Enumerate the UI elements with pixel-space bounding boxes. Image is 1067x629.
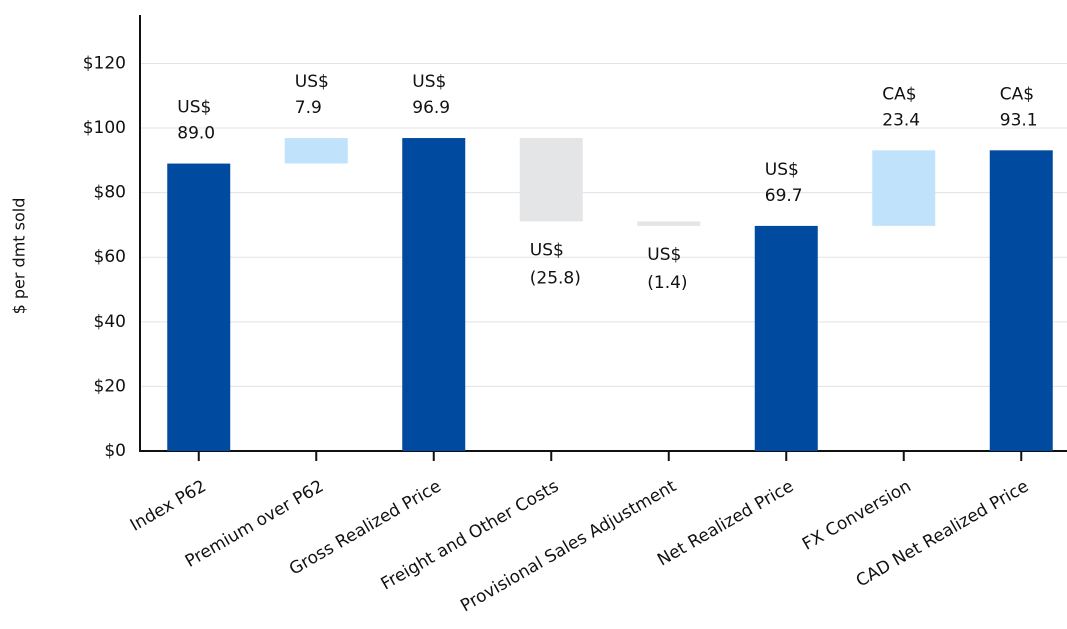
value-label: US$ 96.9: [412, 72, 450, 118]
y-axis-label: $ per dmt sold: [10, 198, 29, 315]
value-label: US$ 89.0: [177, 98, 215, 144]
y-tick-label: $80: [94, 183, 126, 203]
bar: [167, 163, 231, 451]
value-label: US$ (25.8): [530, 240, 581, 288]
value-label: US$ 7.9: [295, 72, 329, 118]
x-tick-label: Provisional Sales Adjustment: [457, 476, 680, 616]
x-tick-label: FX Conversion: [799, 476, 915, 554]
y-tick-label: $60: [94, 247, 126, 267]
x-tick-label: Index P62: [127, 476, 210, 535]
y-tick-label: $0: [104, 441, 126, 461]
bar: [402, 138, 466, 451]
y-tick-label: $20: [94, 376, 126, 396]
y-tick-label: $100: [83, 118, 126, 138]
y-tick-label: $40: [94, 312, 126, 332]
y-tick-label: $120: [83, 53, 126, 73]
bar: [872, 150, 936, 226]
bar: [754, 225, 818, 451]
value-label: CA$ 93.1: [1000, 84, 1038, 130]
bar: [519, 138, 583, 222]
bar: [284, 138, 348, 164]
value-label: US$ (1.4): [647, 245, 687, 293]
bar: [637, 221, 701, 226]
value-label: US$ 69.7: [765, 160, 803, 206]
value-label: CA$ 23.4: [882, 84, 920, 130]
bar: [989, 150, 1053, 452]
